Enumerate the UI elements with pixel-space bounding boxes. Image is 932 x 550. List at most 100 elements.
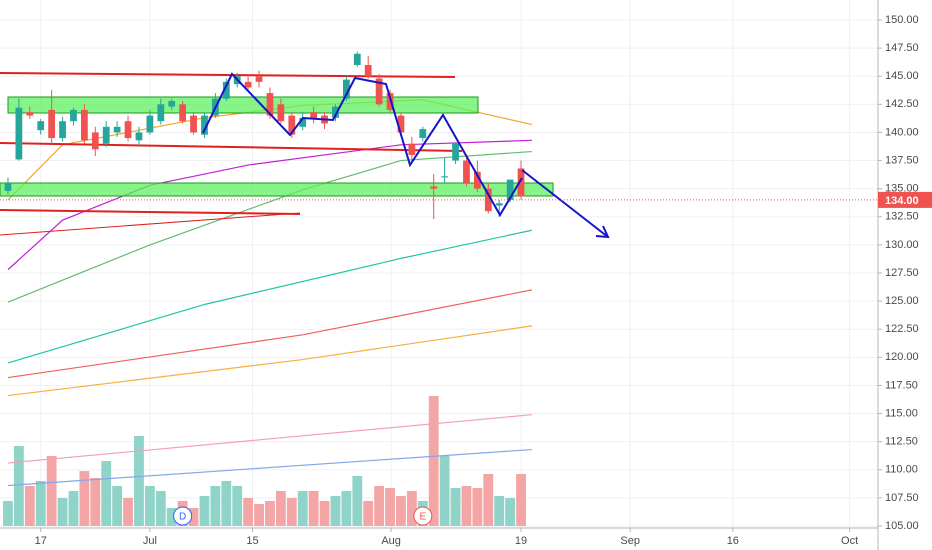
candle-body	[91, 132, 99, 150]
candle-body	[37, 121, 45, 131]
candle-body	[146, 115, 154, 133]
y-tick-label: 127.50	[885, 267, 919, 279]
candle-body	[15, 107, 23, 160]
volume-bar	[297, 491, 308, 526]
volume-bar	[79, 471, 90, 526]
volume-bar	[308, 491, 319, 526]
x-tick-label: 19	[515, 535, 527, 547]
volume-bar	[505, 498, 516, 526]
candle-body	[80, 109, 88, 141]
x-tick-label: Jul	[143, 535, 157, 547]
grid	[0, 0, 878, 528]
volume-bar	[155, 491, 166, 526]
candle-body	[364, 64, 372, 77]
candle-body	[310, 112, 318, 119]
event-label: E	[419, 512, 426, 523]
projection	[202, 72, 610, 239]
zone	[0, 182, 554, 197]
candle-body	[102, 126, 110, 144]
moving-average	[7, 229, 533, 364]
candle-body	[386, 93, 394, 110]
volume-bar	[24, 486, 35, 526]
volume-bar	[374, 486, 385, 526]
volume-bar	[232, 486, 243, 526]
volume-bar	[461, 486, 472, 526]
volume-bar	[13, 446, 24, 526]
y-tick-label: 147.50	[885, 42, 919, 54]
y-tick-label: 110.00	[885, 464, 918, 476]
last-price-label: 134.00	[885, 195, 919, 207]
y-tick-label: 112.50	[885, 436, 918, 448]
volume-bar	[123, 498, 133, 526]
candle-body	[463, 160, 470, 184]
y-tick-label: 137.50	[885, 154, 919, 166]
candle-body	[288, 115, 296, 135]
volume-bar	[428, 396, 439, 526]
volume-bar	[144, 486, 155, 526]
x-tick-label: Aug	[381, 535, 401, 547]
drawings	[0, 72, 554, 236]
candles	[4, 51, 525, 220]
y-tick-label: 142.50	[885, 98, 919, 110]
last-price-box	[878, 191, 932, 208]
candle-body	[190, 115, 197, 133]
candle-body	[397, 115, 405, 133]
candle-body	[4, 183, 12, 191]
candle-body	[222, 81, 230, 99]
candle-body	[70, 109, 77, 122]
x-tick-label: 15	[246, 535, 258, 547]
candle-body	[244, 81, 252, 88]
y-tick-label: 115.00	[885, 407, 918, 419]
candle-body	[353, 53, 361, 65]
y-tick-label: 132.50	[885, 211, 919, 223]
candle-body	[168, 100, 176, 107]
volume-bar	[450, 488, 461, 526]
volume-bar	[3, 501, 13, 526]
y-tick-label: 145.00	[885, 70, 919, 82]
volume-bar	[265, 501, 275, 526]
volume-bar	[472, 488, 483, 526]
volume-bar	[57, 498, 68, 526]
candle-body	[201, 115, 208, 135]
candle-body	[255, 76, 263, 82]
y-tick-label: 125.00	[885, 295, 919, 307]
y-tick-label: 135.00	[885, 183, 919, 195]
forecast-arrow	[521, 169, 609, 238]
volume-bar	[243, 498, 254, 526]
zigzag-path	[202, 72, 523, 217]
event-marker	[173, 506, 193, 526]
candle-body	[26, 112, 34, 116]
volume-bar	[210, 486, 221, 526]
volume-bar	[188, 508, 199, 526]
candle-body	[179, 104, 187, 122]
x-tick-label: Sep	[620, 535, 640, 547]
candle-body	[517, 168, 525, 197]
volume-bar	[352, 476, 363, 526]
candle-body	[441, 176, 449, 178]
candle-body	[506, 179, 514, 200]
candle-body	[495, 203, 503, 206]
candle-body	[48, 109, 56, 139]
volume-bar	[494, 496, 505, 526]
volume-bar	[134, 436, 144, 526]
volume-bar	[385, 488, 395, 526]
volume-bar	[439, 456, 450, 526]
candle-body	[332, 106, 339, 118]
candle-body	[473, 171, 481, 189]
volume-bar	[90, 478, 101, 526]
y-tick-label: 105.00	[885, 520, 919, 532]
candle-body	[299, 117, 307, 127]
volume-bar	[101, 461, 112, 526]
moving-average	[7, 448, 532, 487]
support-line	[0, 142, 463, 152]
volume-bar	[483, 474, 494, 526]
support-line	[0, 209, 301, 215]
volume-bar	[330, 496, 341, 526]
candle-body	[59, 121, 66, 139]
y-tick-label: 107.50	[885, 492, 919, 504]
y-tick-label: 122.50	[885, 323, 919, 335]
moving-average	[7, 325, 533, 397]
candle-body	[452, 143, 459, 161]
